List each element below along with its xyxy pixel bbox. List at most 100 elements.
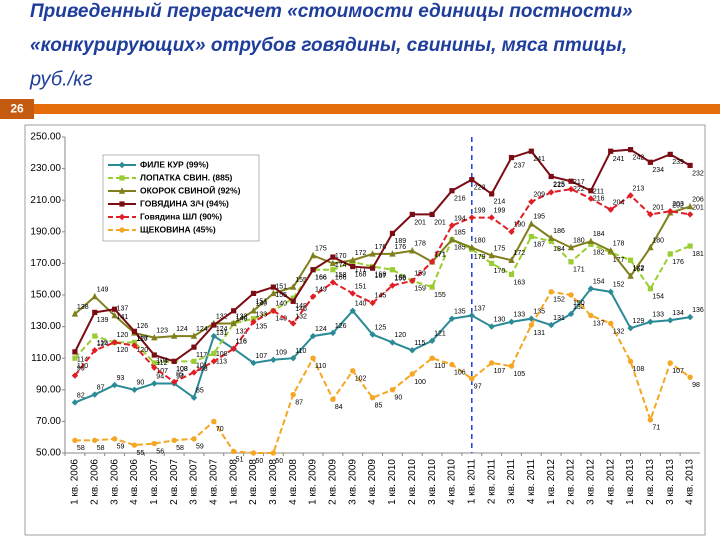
point [528, 148, 534, 154]
data-label: 171 [434, 252, 446, 259]
data-label: 133 [652, 312, 664, 319]
point [91, 292, 98, 300]
data-label: 107 [156, 368, 168, 375]
data-label: 190 [513, 222, 525, 229]
point [191, 344, 197, 350]
data-label: 132 [236, 328, 248, 335]
point [111, 339, 118, 346]
y-tick-label: 50.00 [36, 448, 61, 459]
point [469, 376, 475, 382]
data-label: 134 [672, 310, 684, 317]
data-label: 90 [394, 395, 402, 402]
data-label: 131 [216, 330, 228, 337]
data-label: 58 [176, 445, 184, 452]
point [171, 437, 177, 444]
point [409, 211, 415, 218]
x-tick-label: 2 кв. 2013 [645, 459, 656, 505]
data-label: 51 [236, 456, 244, 463]
point [330, 267, 336, 273]
point [488, 360, 495, 366]
data-label: 109 [275, 350, 287, 357]
data-label: 162 [633, 266, 645, 273]
point [508, 228, 515, 235]
y-tick-label: 130.00 [30, 321, 61, 332]
data-label: 216 [593, 196, 605, 203]
x-tick-label: 1 кв. 2013 [625, 459, 636, 505]
point [131, 386, 138, 393]
point [508, 318, 515, 326]
data-label: 214 [494, 199, 506, 206]
data-label: 132 [295, 313, 307, 320]
data-label: 151 [256, 298, 268, 305]
data-label: 148 [295, 303, 307, 310]
series-line [74, 148, 691, 363]
point [191, 358, 197, 364]
point [548, 173, 554, 180]
data-label: 99 [77, 365, 85, 372]
point [608, 148, 614, 154]
data-label: 216 [454, 196, 466, 203]
point [389, 387, 396, 393]
point [508, 154, 515, 161]
point [350, 263, 356, 270]
point [409, 247, 416, 254]
point [131, 342, 138, 349]
data-label: 179 [474, 254, 486, 261]
point [647, 243, 654, 251]
legend-label: ЛОПАТКА СВИН. (885) [140, 172, 233, 182]
point [290, 320, 297, 327]
data-label: 108 [196, 366, 208, 373]
point [449, 188, 455, 194]
data-label: 106 [454, 369, 466, 376]
point [389, 230, 396, 236]
data-label: 116 [236, 339, 247, 346]
data-label: 126 [136, 323, 148, 330]
data-label: 90 [136, 380, 144, 387]
data-label: 102 [355, 376, 367, 383]
data-label: 94 [176, 373, 184, 380]
point [587, 237, 595, 244]
data-label: 110 [315, 363, 326, 370]
data-label: 202 [672, 203, 684, 210]
x-tick-label: 2 кв. 2007 [169, 459, 180, 505]
data-label: 107 [494, 368, 506, 375]
point [588, 188, 594, 194]
point [171, 358, 177, 364]
data-label: 140 [256, 301, 268, 308]
data-label: 166 [335, 275, 347, 282]
data-label: 140 [275, 316, 287, 323]
data-label: 135 [256, 324, 268, 331]
data-label: 178 [414, 241, 426, 248]
y-tick-label: 250.00 [30, 132, 61, 143]
data-label: 84 [335, 404, 343, 411]
point [389, 267, 396, 273]
point [627, 358, 634, 365]
point [389, 282, 396, 289]
x-tick-label: 4 кв. 2008 [288, 459, 299, 505]
data-label: 168 [355, 271, 367, 278]
data-label: 170 [335, 253, 347, 260]
point [151, 352, 157, 358]
data-label: 131 [553, 315, 565, 322]
data-label: 118 [136, 335, 147, 342]
data-label: 124 [315, 326, 327, 333]
point [528, 233, 534, 240]
point [489, 191, 495, 197]
data-label: 159 [414, 271, 426, 278]
point [151, 364, 158, 371]
point [290, 355, 297, 362]
series-line [74, 235, 691, 364]
point [547, 189, 555, 196]
point [448, 222, 456, 229]
point [350, 368, 356, 374]
data-label: 239 [672, 159, 684, 166]
data-label: 184 [553, 246, 565, 253]
data-label: 180 [474, 237, 486, 244]
point [627, 324, 634, 332]
x-tick-label: 4 кв. 2006 [129, 459, 140, 505]
data-label: 133 [256, 312, 268, 319]
data-label: 124 [176, 326, 188, 333]
x-tick-label: 3 кв. 2010 [427, 459, 438, 505]
data-label: 225 [553, 181, 565, 188]
data-label: 171 [573, 267, 585, 274]
